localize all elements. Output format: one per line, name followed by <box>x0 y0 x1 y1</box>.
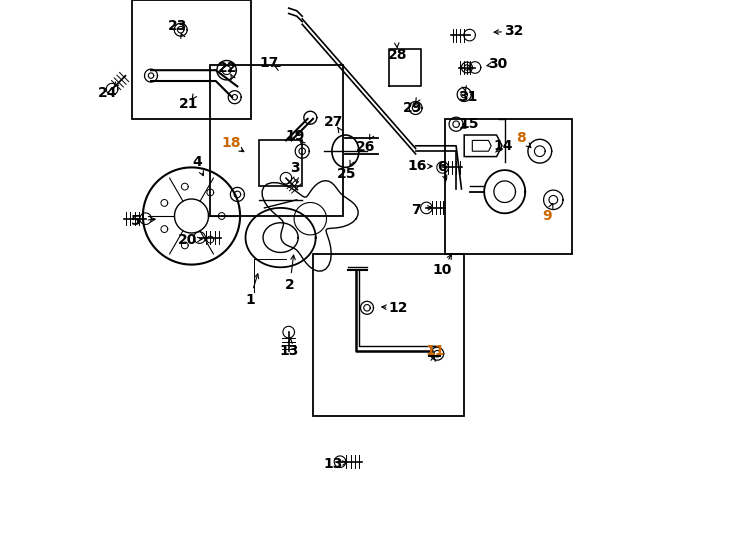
Bar <box>132 0 251 119</box>
Text: 7: 7 <box>411 202 421 217</box>
Text: 19: 19 <box>286 129 305 143</box>
Text: 27: 27 <box>324 114 344 129</box>
Text: 22: 22 <box>218 61 237 75</box>
Text: 29: 29 <box>403 101 422 115</box>
Text: 13: 13 <box>279 344 299 358</box>
Text: 16: 16 <box>407 159 427 173</box>
Text: 21: 21 <box>179 97 199 111</box>
Text: 24: 24 <box>98 86 117 100</box>
Text: 28: 28 <box>388 48 407 62</box>
Bar <box>446 119 573 254</box>
Text: 4: 4 <box>192 155 202 169</box>
Text: 2: 2 <box>285 278 294 292</box>
Text: 6: 6 <box>437 160 446 174</box>
Text: 17: 17 <box>259 56 278 70</box>
Text: 18: 18 <box>221 136 241 150</box>
Text: 14: 14 <box>493 139 513 153</box>
Text: 25: 25 <box>337 167 356 181</box>
Text: 11: 11 <box>426 344 446 358</box>
Text: 10: 10 <box>433 263 452 277</box>
Text: 9: 9 <box>542 209 552 223</box>
Text: 8: 8 <box>516 131 526 145</box>
Text: 12: 12 <box>388 301 408 315</box>
Text: 26: 26 <box>356 140 376 154</box>
Text: 30: 30 <box>488 57 507 71</box>
Text: 1: 1 <box>245 293 255 307</box>
Text: 13: 13 <box>324 457 344 471</box>
Text: 3: 3 <box>291 161 300 176</box>
Text: 32: 32 <box>504 24 523 38</box>
Bar <box>313 254 464 416</box>
Text: 15: 15 <box>459 117 479 131</box>
Bar <box>211 65 343 216</box>
Text: 23: 23 <box>168 19 188 33</box>
Text: 31: 31 <box>458 90 477 104</box>
Text: 5: 5 <box>131 214 141 228</box>
Text: 20: 20 <box>178 233 197 247</box>
